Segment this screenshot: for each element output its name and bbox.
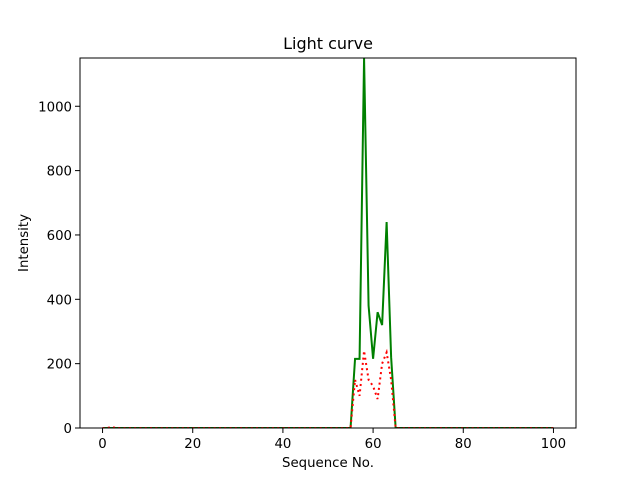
y-axis-label: Intensity: [17, 214, 32, 272]
x-tick-label: 0: [98, 437, 106, 452]
y-tick-label: 1000: [38, 100, 72, 115]
y-tick-label: 200: [47, 358, 72, 373]
x-axis: 0 20 40 60 80 100: [98, 428, 566, 452]
plot-frame: [79, 57, 577, 429]
x-tick-label: 60: [365, 437, 382, 452]
y-tick-label: 800: [47, 165, 72, 180]
chart-title: Light curve: [283, 34, 373, 53]
x-tick-label: 20: [184, 437, 201, 452]
y-tick-label: 600: [47, 229, 72, 244]
y-tick-label: 400: [47, 293, 72, 308]
x-axis-label: Sequence No.: [282, 456, 374, 471]
y-tick-label: 0: [64, 422, 72, 437]
x-tick-label: 40: [274, 437, 291, 452]
y-axis: 0 200 400 600 800 1000: [38, 100, 80, 437]
x-tick-label: 100: [541, 437, 566, 452]
plot-area: [80, 58, 576, 428]
x-tick-label: 80: [455, 437, 472, 452]
